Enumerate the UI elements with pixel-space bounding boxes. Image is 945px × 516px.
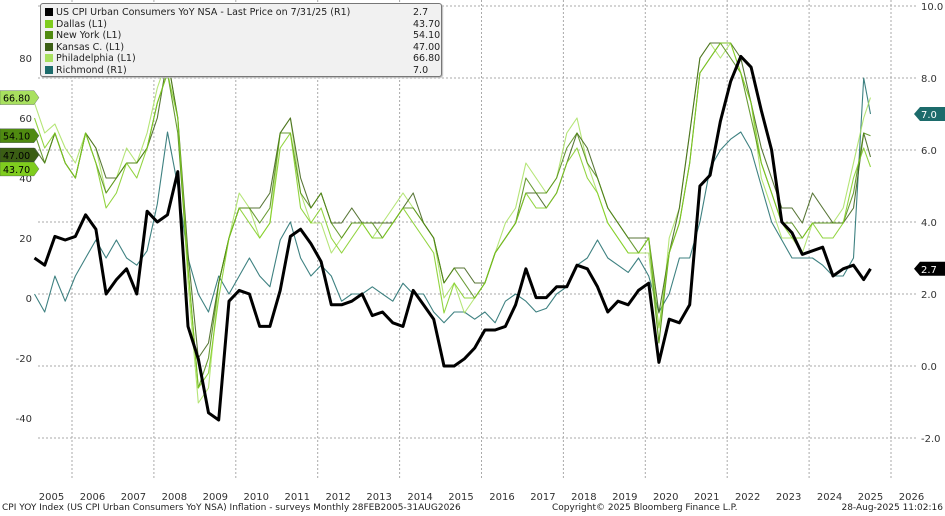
x-tick-label: 2024 [817,492,842,503]
legend-value: 43.70 [413,18,441,30]
left-tick-label: 40 [19,174,32,185]
legend-label: US CPI Urban Consumers YoY NSA - Last Pr… [56,7,351,18]
last-value-tag-text: 54.10 [3,132,30,143]
last-value-tag-text: 7.0 [921,110,937,121]
last-value-tag-text: 66.80 [3,94,30,105]
x-tick-label: 2022 [735,492,760,503]
footer-copyright: Copyright© 2025 Bloomberg Finance L.P. [552,503,738,513]
last-value-tag-text: 47.00 [3,151,30,162]
x-tick-label: 2017 [530,492,555,503]
x-tick-label: 2007 [121,492,146,503]
legend-swatch [45,65,53,74]
x-tick-label: 2006 [80,492,105,503]
series-lines [33,42,872,422]
series-line-richmond [34,77,872,324]
x-tick-label: 2015 [448,492,473,503]
x-tick-label: 2026 [899,492,924,503]
last-value-tags: 7.0 2.7 66.80 54.10 47.00 43.70 [0,90,945,276]
left-axis: -40 -20 0 20 40 60 80 [16,54,32,425]
legend-label: Kansas C. (L1) [56,41,125,53]
last-value-tag [0,128,40,143]
gridlines [38,0,918,480]
legend-entry: New York (L1) 54.10 [45,30,441,42]
right-tick-label: 4.0 [921,218,937,229]
x-tick-label: 2005 [39,492,64,503]
legend-entry: Philadelphia (L1) 66.80 [45,53,441,65]
last-value-tag [914,261,945,276]
legend-swatch [45,42,53,51]
left-tick-label: 0 [26,294,32,305]
left-tick-label: 20 [19,234,32,245]
right-tick-label: 2.0 [921,290,937,301]
series-line-new [33,42,871,389]
last-value-tag-text: 43.70 [3,165,30,176]
x-axis: 2005 2006 2007 2008 2009 2010 2011 2012 2013 2014… [39,492,924,503]
legend-value: 47.00 [413,41,441,53]
series-line-dallas [33,42,872,389]
left-tick-label: 80 [19,54,32,65]
x-tick-label: 2025 [858,492,883,503]
last-value-tag-text: 2.7 [921,265,937,276]
legend-label: Philadelphia (L1) [56,53,136,64]
last-value-tag [0,161,40,177]
x-tick-label: 2016 [489,492,514,503]
legend-value: 54.10 [413,30,441,41]
x-tick-label: 2018 [571,492,596,503]
x-tick-label: 2008 [162,492,187,503]
x-tick-label: 2010 [244,492,269,503]
legend-value: 2.7 [413,7,429,18]
right-tick-label: 8.0 [921,74,937,85]
right-tick-label: 6.0 [921,146,937,157]
left-tick-label: -40 [16,414,32,425]
legend-entry: US CPI Urban Consumers YoY NSA - Last Pr… [45,7,437,19]
left-tick-label: 60 [19,114,32,125]
x-tick-label: 2020 [653,492,678,503]
legend-swatch [45,19,53,28]
legend-entry: Dallas (L1) 43.70 [45,18,441,31]
legend-value: 66.80 [413,53,441,64]
series-line-us [33,54,872,422]
legend-swatch [45,8,53,16]
legend-label: New York (L1) [56,30,122,41]
last-value-tag [0,147,40,163]
legend-swatch [45,31,53,39]
right-tick-label: 10.0 [921,2,943,13]
x-tick-label: 2019 [612,492,637,503]
footer-timestamp: 28-Aug-2025 11:02:16 [841,503,943,513]
x-tick-label: 2009 [203,492,228,503]
legend-value: 7.0 [413,64,429,76]
x-tick-label: 2021 [694,492,719,503]
legend-entry: Richmond (R1) 7.0 [45,65,437,77]
right-tick-label: 0.0 [921,362,937,373]
legend: US CPI Urban Consumers YoY NSA - Last Pr… [40,3,442,77]
x-tick-label: 2012 [325,492,350,503]
right-axis: -2.0 0.0 2.0 4.0 6.0 8.0 10.0 [921,2,943,445]
x-tick-label: 2013 [366,492,391,503]
footer-source: CPI YOY Index (US CPI Urban Consumers Yo… [2,503,461,513]
last-value-tag [0,90,40,105]
legend-label: Dallas (L1) [56,18,107,30]
legend-entry: Kansas C. (L1) 47.00 [45,41,441,54]
right-tick-label: -2.0 [921,434,941,445]
last-value-tag [914,107,945,121]
x-tick-label: 2011 [284,492,309,503]
legend-swatch [45,54,53,62]
x-tick-label: 2023 [776,492,801,503]
x-tick-label: 2014 [407,492,432,503]
left-tick-label: -20 [16,354,32,365]
legend-label: Richmond (R1) [56,64,127,76]
